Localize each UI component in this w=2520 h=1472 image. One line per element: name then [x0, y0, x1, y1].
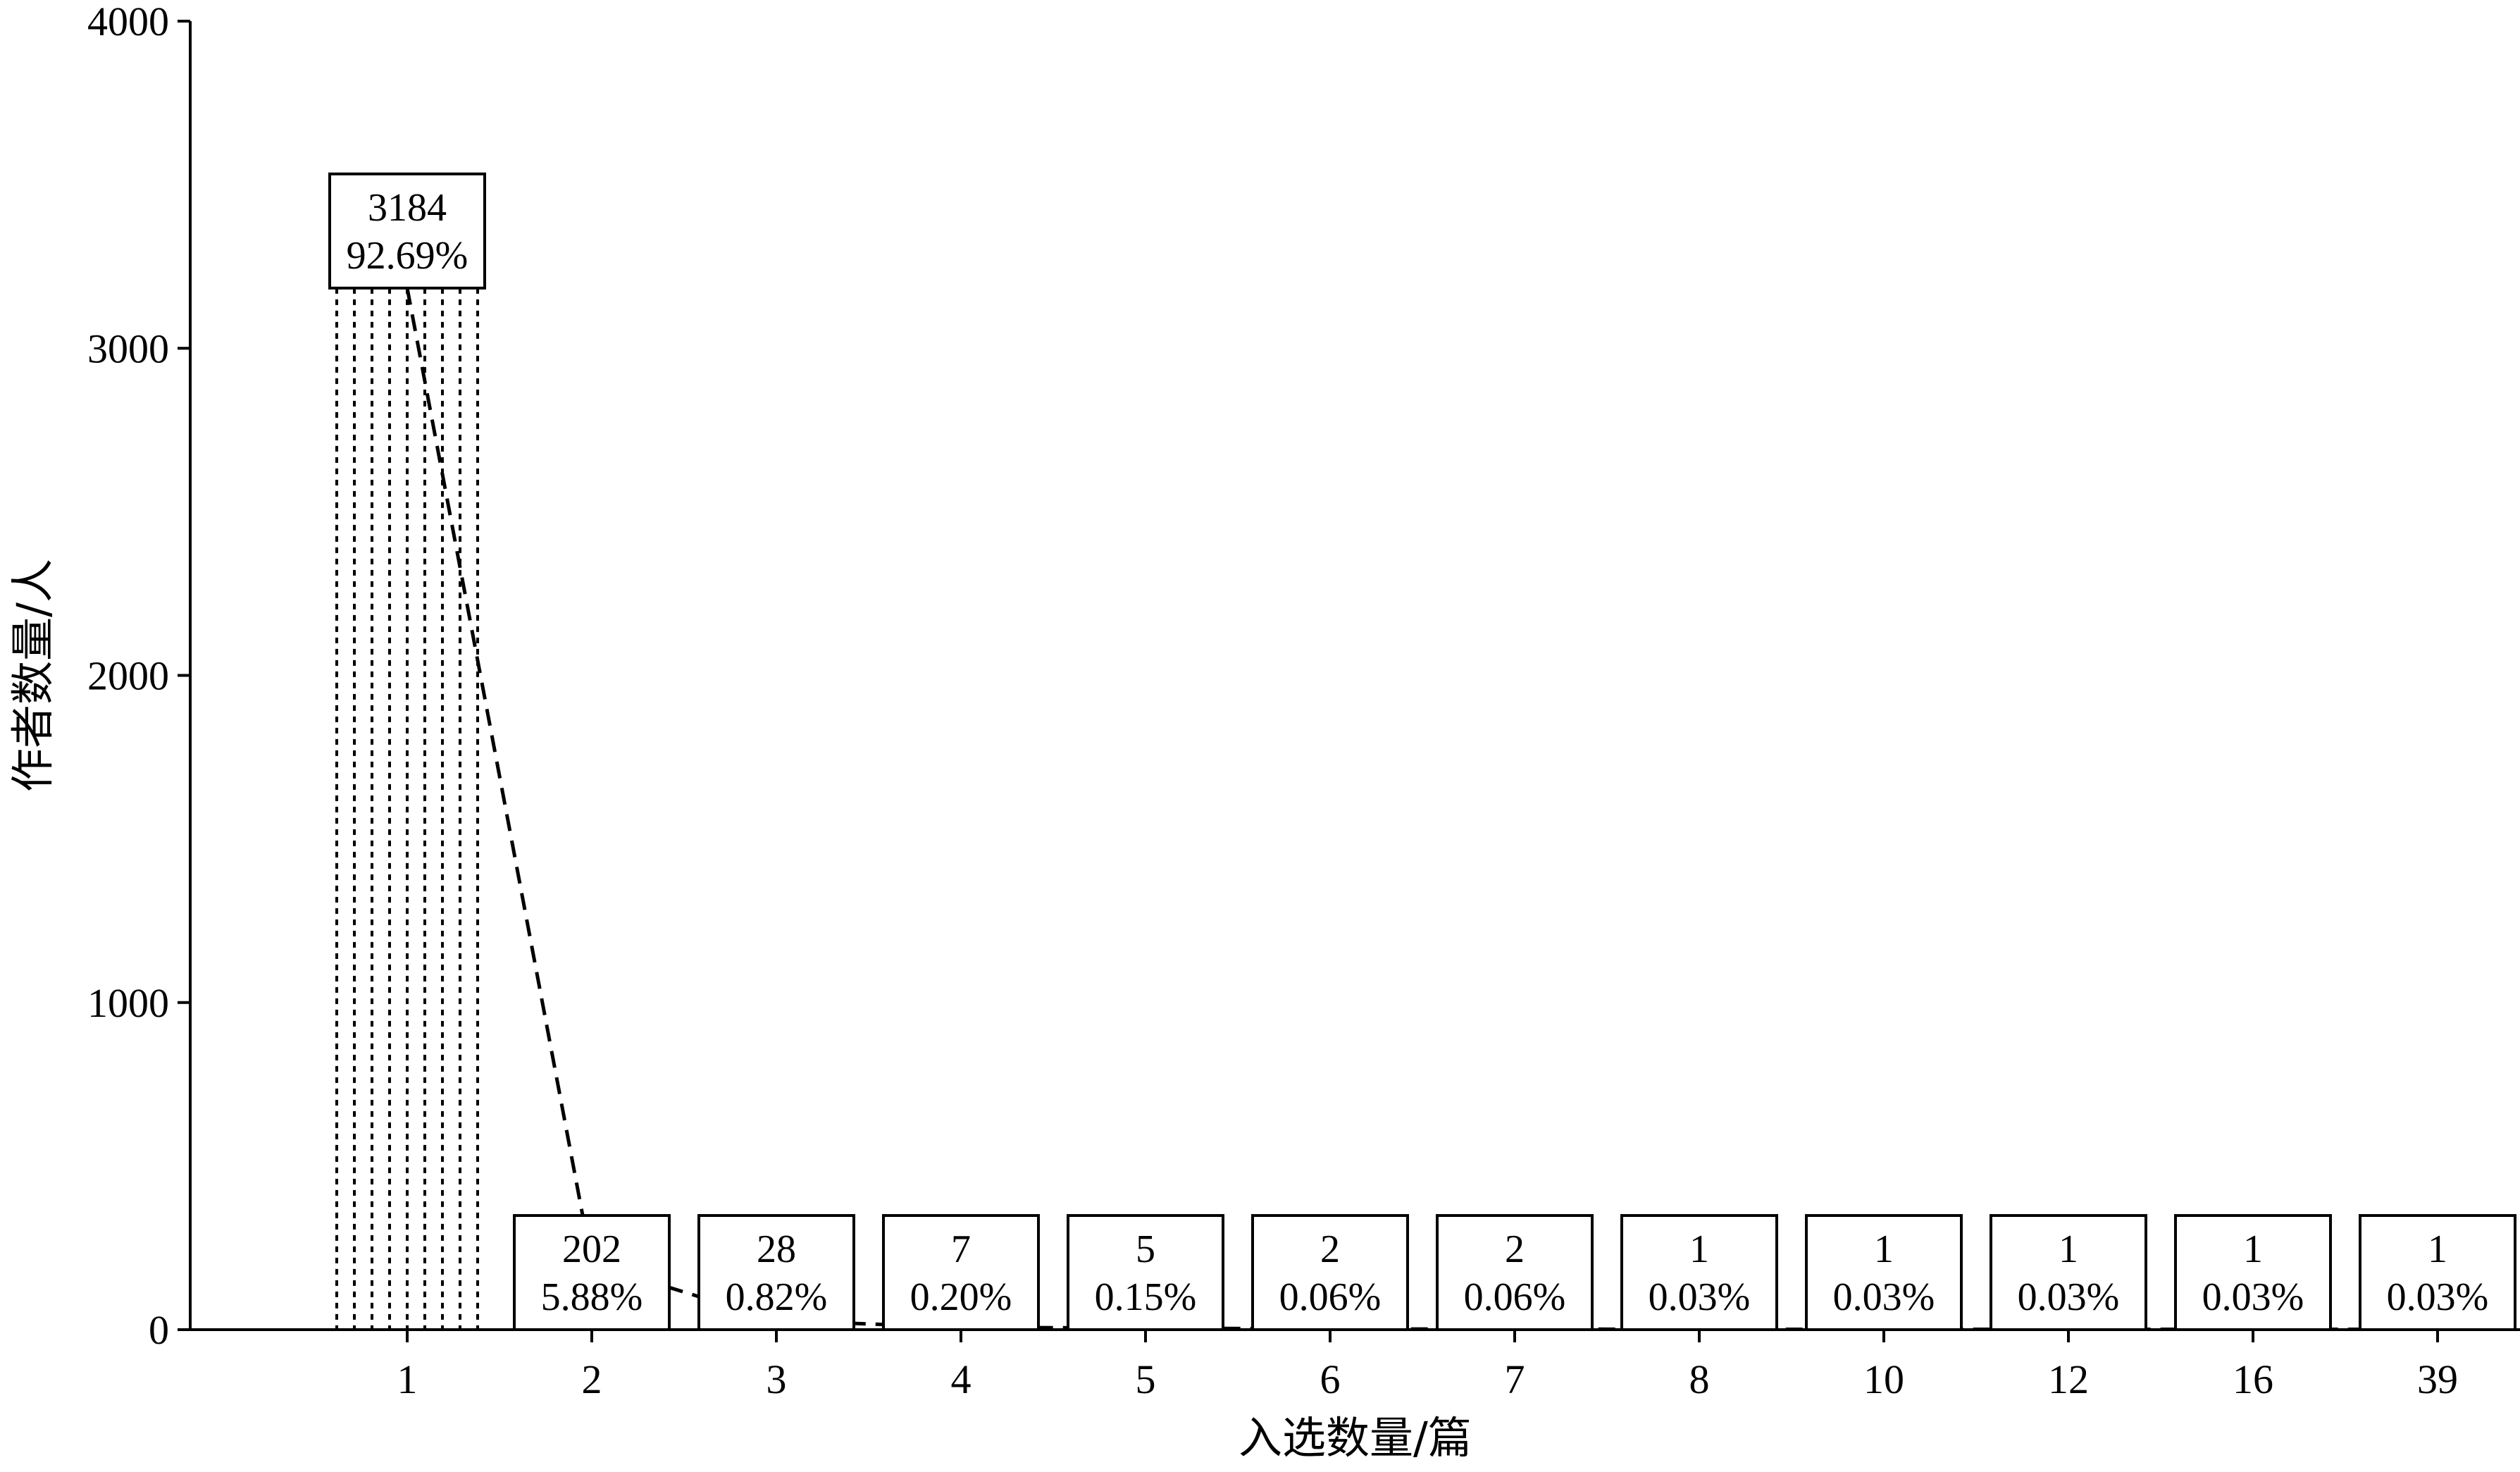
bar-percent-label: 0.03%: [2387, 1275, 2489, 1319]
data-label-box: [1251, 1214, 1409, 1331]
data-label-box: [1067, 1214, 1224, 1331]
y-tick-label: 3000: [87, 326, 169, 371]
y-ticks: 0 1000 2000 3000 4000: [87, 0, 190, 1353]
bar-percent-label: 92.69%: [347, 234, 468, 278]
bar: [335, 287, 479, 1330]
bar-value-label: 1: [2243, 1227, 2263, 1271]
x-tick-label: 1: [397, 1356, 418, 1402]
data-label-box: [513, 1214, 671, 1331]
bar-percent-label: 0.06%: [1279, 1275, 1382, 1319]
x-tick-label: 3: [766, 1356, 787, 1402]
bar-value-label: 7: [951, 1227, 971, 1271]
y-tick-label: 0: [149, 1307, 169, 1353]
data-label-box: [1990, 1214, 2147, 1331]
y-axis-title: 作者数量/人: [7, 559, 58, 792]
bar-value-label: 1: [2428, 1227, 2447, 1271]
bar-value-label: 3184: [368, 186, 447, 230]
bar-value-label: 202: [562, 1227, 621, 1271]
y-tick-label: 1000: [87, 980, 169, 1026]
bar-value-label: 1: [1689, 1227, 1709, 1271]
bar-percent-label: 0.03%: [2202, 1275, 2304, 1319]
bar-percent-label: 0.20%: [910, 1275, 1012, 1319]
axes-layer: [189, 21, 2520, 1331]
bar-percent-label: 0.06%: [1464, 1275, 1566, 1319]
bar-value-label: 2: [1505, 1227, 1525, 1271]
trend-line: [405, 287, 2438, 1332]
data-label-box: [697, 1214, 855, 1331]
x-tick-label: 10: [1863, 1356, 1904, 1402]
bar-percent-label: 0.15%: [1095, 1275, 1197, 1319]
x-tick-label: 8: [1689, 1356, 1710, 1402]
x-tick-label: 2: [582, 1356, 602, 1402]
bars-layer: [335, 287, 2509, 1330]
bar-percent-label: 0.03%: [2018, 1275, 2120, 1319]
data-label-layer: 318492.69%2025.88%280.82%70.20%50.15%20.…: [328, 172, 2516, 1331]
bar-percent-label: 0.03%: [1649, 1275, 1751, 1319]
bar-value-label: 2: [1320, 1227, 1340, 1271]
x-tick-label: 16: [2233, 1356, 2273, 1402]
data-label-box: [1620, 1214, 1778, 1331]
data-label-box: [1805, 1214, 1963, 1331]
bar-value-label: 28: [757, 1227, 796, 1271]
x-axis-title: 入选数量/篇: [1239, 1412, 1472, 1464]
bar-percent-label: 0.82%: [726, 1275, 828, 1319]
x-tick-label: 12: [2048, 1356, 2089, 1402]
bar-percent-label: 5.88%: [541, 1275, 643, 1319]
x-tick-label: 39: [2417, 1356, 2458, 1402]
x-tick-label: 5: [1136, 1356, 1156, 1402]
x-tick-label: 4: [951, 1356, 972, 1402]
data-label-box: [2359, 1214, 2516, 1331]
y-tick-label: 2000: [87, 653, 169, 699]
bar-value-label: 1: [1874, 1227, 1894, 1271]
y-tick-label: 4000: [87, 0, 169, 44]
x-ticks: 1 2 3 4 5 6 7 8 10 12 16 39: [397, 1330, 2458, 1402]
trend-layer: [405, 287, 2438, 1332]
bar-value-label: 1: [2059, 1227, 2078, 1271]
data-label-box: [882, 1214, 1040, 1331]
bar-percent-label: 0.03%: [1833, 1275, 1935, 1319]
x-tick-label: 7: [1505, 1356, 1525, 1402]
data-label-box: [328, 172, 486, 290]
bar-value-label: 5: [1136, 1227, 1155, 1271]
x-tick-label: 6: [1320, 1356, 1341, 1402]
